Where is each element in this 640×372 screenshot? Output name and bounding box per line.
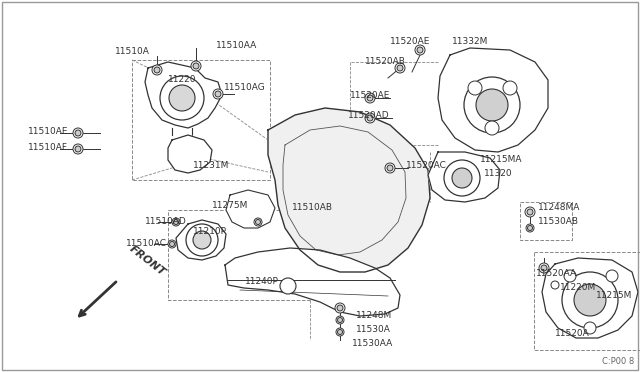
Circle shape bbox=[541, 265, 547, 271]
Circle shape bbox=[564, 270, 576, 282]
Polygon shape bbox=[268, 108, 430, 272]
Circle shape bbox=[485, 121, 499, 135]
Text: 11240P: 11240P bbox=[245, 278, 279, 286]
Text: 11520AE: 11520AE bbox=[350, 90, 390, 99]
Circle shape bbox=[365, 113, 375, 123]
Polygon shape bbox=[542, 258, 638, 338]
Text: 11520AC: 11520AC bbox=[406, 160, 447, 170]
Circle shape bbox=[193, 63, 199, 69]
Circle shape bbox=[75, 130, 81, 136]
Circle shape bbox=[152, 65, 162, 75]
Text: 11520A: 11520A bbox=[555, 330, 589, 339]
Text: 11520AE: 11520AE bbox=[390, 38, 430, 46]
Circle shape bbox=[468, 81, 482, 95]
Circle shape bbox=[172, 218, 180, 226]
Circle shape bbox=[526, 224, 534, 232]
Polygon shape bbox=[176, 220, 226, 260]
Circle shape bbox=[154, 67, 160, 73]
Text: 11231M: 11231M bbox=[193, 161, 229, 170]
Circle shape bbox=[170, 241, 175, 247]
Circle shape bbox=[387, 165, 393, 171]
Circle shape bbox=[193, 231, 211, 249]
Text: 11248MA: 11248MA bbox=[538, 203, 580, 212]
Circle shape bbox=[503, 81, 517, 95]
Circle shape bbox=[254, 218, 262, 226]
Circle shape bbox=[335, 303, 345, 313]
Text: FRONT: FRONT bbox=[128, 244, 168, 278]
Circle shape bbox=[191, 61, 201, 71]
Text: 11510AG: 11510AG bbox=[224, 83, 266, 93]
Circle shape bbox=[365, 93, 375, 103]
Text: 11530A: 11530A bbox=[356, 326, 391, 334]
Text: 11220M: 11220M bbox=[560, 283, 596, 292]
Circle shape bbox=[75, 146, 81, 152]
Circle shape bbox=[606, 270, 618, 282]
Text: 11215MA: 11215MA bbox=[480, 155, 522, 164]
Circle shape bbox=[415, 45, 425, 55]
Circle shape bbox=[385, 163, 395, 173]
Polygon shape bbox=[438, 48, 548, 152]
Circle shape bbox=[336, 328, 344, 336]
Text: 11520AB: 11520AB bbox=[365, 58, 406, 67]
Text: 11530AA: 11530AA bbox=[352, 340, 393, 349]
Text: 11510AF: 11510AF bbox=[28, 144, 68, 153]
Text: 11510A: 11510A bbox=[115, 48, 150, 57]
Text: 11510AD: 11510AD bbox=[145, 218, 187, 227]
Circle shape bbox=[551, 281, 559, 289]
Circle shape bbox=[367, 115, 373, 121]
Circle shape bbox=[337, 305, 343, 311]
Circle shape bbox=[73, 128, 83, 138]
Circle shape bbox=[395, 63, 405, 73]
Circle shape bbox=[525, 207, 535, 217]
Circle shape bbox=[173, 219, 179, 224]
Circle shape bbox=[186, 224, 218, 256]
Circle shape bbox=[452, 168, 472, 188]
Circle shape bbox=[444, 160, 480, 196]
Circle shape bbox=[397, 65, 403, 71]
Circle shape bbox=[160, 76, 204, 120]
Circle shape bbox=[476, 89, 508, 121]
Text: 11220: 11220 bbox=[168, 74, 196, 83]
Text: 11275M: 11275M bbox=[212, 201, 248, 209]
Circle shape bbox=[168, 240, 176, 248]
Circle shape bbox=[280, 278, 296, 294]
Text: 11510AC: 11510AC bbox=[126, 240, 167, 248]
Circle shape bbox=[215, 91, 221, 97]
Text: 11510AA: 11510AA bbox=[216, 42, 257, 51]
Circle shape bbox=[539, 263, 549, 273]
Text: 11530AB: 11530AB bbox=[538, 218, 579, 227]
Text: 11248M: 11248M bbox=[356, 311, 392, 321]
Circle shape bbox=[464, 77, 520, 133]
Polygon shape bbox=[226, 190, 275, 228]
Circle shape bbox=[527, 209, 533, 215]
Text: 11320: 11320 bbox=[484, 170, 513, 179]
Text: C:P00 8: C:P00 8 bbox=[602, 357, 634, 366]
Circle shape bbox=[584, 322, 596, 334]
Text: 11332M: 11332M bbox=[452, 38, 488, 46]
Text: 11215M: 11215M bbox=[596, 292, 632, 301]
Polygon shape bbox=[168, 135, 212, 173]
Text: 11520AA: 11520AA bbox=[536, 269, 577, 279]
Circle shape bbox=[417, 47, 423, 53]
Circle shape bbox=[255, 219, 260, 224]
Circle shape bbox=[562, 272, 618, 328]
Polygon shape bbox=[145, 62, 222, 128]
Text: 11510AB: 11510AB bbox=[292, 203, 333, 212]
Circle shape bbox=[336, 316, 344, 324]
Circle shape bbox=[527, 225, 532, 231]
Circle shape bbox=[213, 89, 223, 99]
Circle shape bbox=[574, 284, 606, 316]
Polygon shape bbox=[225, 248, 400, 316]
Text: 11510AE: 11510AE bbox=[28, 128, 68, 137]
Text: 11210P: 11210P bbox=[193, 228, 227, 237]
Polygon shape bbox=[428, 152, 500, 202]
Text: 11520AD: 11520AD bbox=[348, 110, 390, 119]
Circle shape bbox=[367, 95, 373, 101]
Circle shape bbox=[169, 85, 195, 111]
Circle shape bbox=[337, 317, 342, 323]
Circle shape bbox=[337, 330, 342, 334]
Circle shape bbox=[73, 144, 83, 154]
